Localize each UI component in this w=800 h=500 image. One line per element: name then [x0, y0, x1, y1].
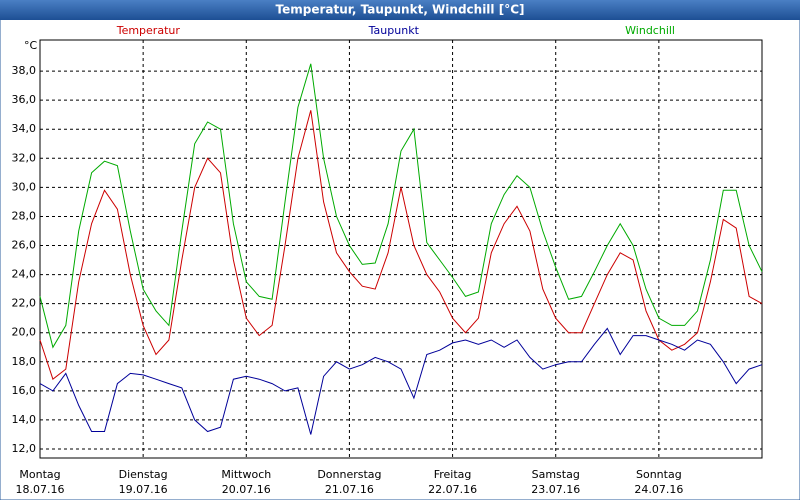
- x-tick-label: Mittwoch: [221, 468, 271, 481]
- y-tick-label: 16,0: [12, 384, 37, 397]
- y-tick-label: 24,0: [12, 268, 37, 281]
- x-tick-date: 18.07.16: [16, 483, 65, 496]
- y-tick-label: 20,0: [12, 326, 37, 339]
- x-tick-label: Montag: [19, 468, 60, 481]
- y-tick-label: 36,0: [12, 93, 37, 106]
- x-tick-date: 19.07.16: [119, 483, 168, 496]
- series-line: [39, 110, 763, 381]
- legend-label: Temperatur: [116, 24, 181, 37]
- series-line: [39, 63, 763, 349]
- chart-title: Temperatur, Taupunkt, Windchill [°C]: [276, 3, 525, 17]
- y-tick-label: 26,0: [12, 239, 37, 252]
- y-tick-label: 22,0: [12, 297, 37, 310]
- unit-label: °C: [24, 39, 38, 52]
- y-tick-label: 18,0: [12, 355, 37, 368]
- x-tick-label: Donnerstag: [317, 468, 381, 481]
- series-line: [39, 327, 763, 435]
- legend-label: Taupunkt: [368, 24, 420, 37]
- y-tick-label: 38,0: [12, 64, 37, 77]
- y-tick-label: 30,0: [12, 180, 37, 193]
- x-tick-date: 21.07.16: [325, 483, 374, 496]
- legend-label: Windchill: [625, 24, 675, 37]
- x-tick-label: Samstag: [532, 468, 580, 481]
- x-tick-label: Dienstag: [119, 468, 168, 481]
- y-tick-label: 34,0: [12, 122, 37, 135]
- x-tick-date: 20.07.16: [222, 483, 271, 496]
- plot-frame: [39, 39, 763, 459]
- x-tick-date: 24.07.16: [634, 483, 683, 496]
- y-tick-label: 14,0: [12, 413, 37, 426]
- x-tick-label: Freitag: [434, 468, 472, 481]
- x-tick-label: Sonntag: [636, 468, 682, 481]
- y-tick-label: 32,0: [12, 151, 37, 164]
- x-tick-date: 23.07.16: [531, 483, 580, 496]
- title-bar: [0, 0, 800, 20]
- x-tick-date: 22.07.16: [428, 483, 477, 496]
- y-tick-label: 12,0: [12, 442, 37, 455]
- y-tick-label: 28,0: [12, 209, 37, 222]
